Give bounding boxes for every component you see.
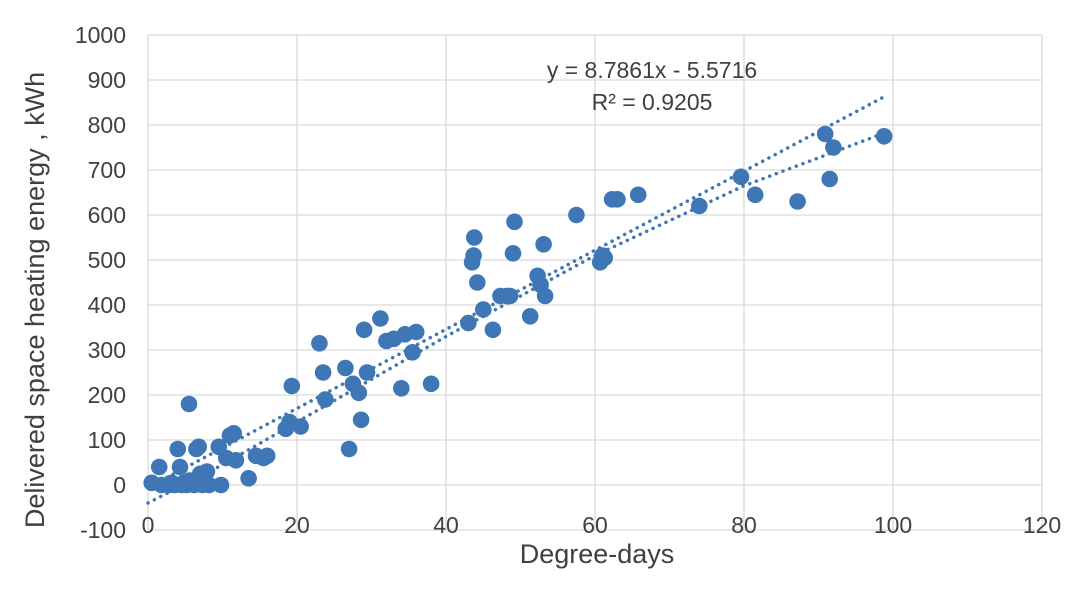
data-point <box>358 364 376 381</box>
y-tick-label: 900 <box>88 67 126 93</box>
data-point <box>875 128 893 145</box>
data-point <box>504 245 522 262</box>
data-point <box>521 308 539 325</box>
y-tick-label: 500 <box>88 247 126 273</box>
data-point <box>212 476 230 494</box>
data-point <box>816 125 834 143</box>
data-point <box>506 213 523 231</box>
y-tick-label: 400 <box>88 292 126 318</box>
data-point <box>393 380 410 397</box>
data-point <box>340 440 358 458</box>
data-point <box>180 395 198 413</box>
y-tick-label: 100 <box>88 427 126 453</box>
data-point <box>407 323 425 341</box>
data-point <box>535 236 552 253</box>
data-point <box>225 425 242 442</box>
data-point <box>422 375 440 393</box>
data-point <box>466 229 483 246</box>
r-squared-label: R² = 0.9205 <box>592 89 713 115</box>
data-point <box>536 287 554 305</box>
data-point <box>475 301 492 318</box>
data-point <box>352 411 370 429</box>
data-point <box>292 418 310 435</box>
data-point <box>258 447 276 465</box>
data-point <box>691 197 708 215</box>
data-point <box>821 170 838 188</box>
data-point <box>171 458 189 476</box>
data-point <box>150 458 168 476</box>
data-point <box>198 463 216 480</box>
data-point <box>283 377 301 395</box>
y-tick-label: 1000 <box>75 22 126 48</box>
data-point <box>501 287 519 305</box>
x-tick-label: 20 <box>284 512 310 538</box>
data-point <box>460 314 477 332</box>
y-axis-title: Delivered space heating energy , kWh <box>20 72 50 528</box>
y-tick-label: 300 <box>88 337 126 363</box>
tick-labels: -100 0 100 200 300 400 500 600 700 800 900 1000 0 20 4… <box>75 22 1061 543</box>
data-point <box>169 440 187 458</box>
data-point <box>596 249 613 267</box>
y-tick-label: -100 <box>80 517 126 543</box>
gridlines <box>147 34 1043 531</box>
x-tick-label: 100 <box>874 512 912 538</box>
y-tick-label: 800 <box>88 112 126 138</box>
x-tick-label: 40 <box>433 512 459 538</box>
data-point <box>311 335 328 352</box>
data-point <box>484 321 502 339</box>
data-point <box>629 186 647 204</box>
data-points <box>143 125 893 494</box>
data-point <box>317 391 334 408</box>
x-tick-label: 120 <box>1023 512 1061 538</box>
y-tick-label: 200 <box>88 382 126 408</box>
data-point <box>355 321 373 339</box>
data-point <box>200 476 218 494</box>
x-tick-label: 0 <box>142 512 155 538</box>
y-tick-label: 0 <box>113 472 126 498</box>
data-point <box>350 384 368 402</box>
data-point <box>240 470 257 487</box>
data-point <box>404 344 421 361</box>
data-point <box>465 247 482 264</box>
x-axis-title: Degree-days <box>520 539 675 569</box>
data-point <box>469 274 486 291</box>
trendline-equation: y = 8.7861x - 5.5716 <box>547 57 757 83</box>
data-point <box>789 193 806 210</box>
x-tick-label: 60 <box>582 512 608 538</box>
data-point <box>314 364 332 381</box>
data-point <box>372 310 389 327</box>
y-tick-label: 600 <box>88 202 126 228</box>
data-point <box>227 452 245 469</box>
data-point <box>825 139 842 156</box>
data-point <box>732 168 750 186</box>
data-point <box>609 191 626 208</box>
y-tick-label: 700 <box>88 157 126 183</box>
x-tick-label: 80 <box>731 512 757 538</box>
data-point <box>746 186 764 204</box>
data-point <box>337 359 354 377</box>
data-point <box>568 206 585 224</box>
data-point <box>190 438 207 456</box>
